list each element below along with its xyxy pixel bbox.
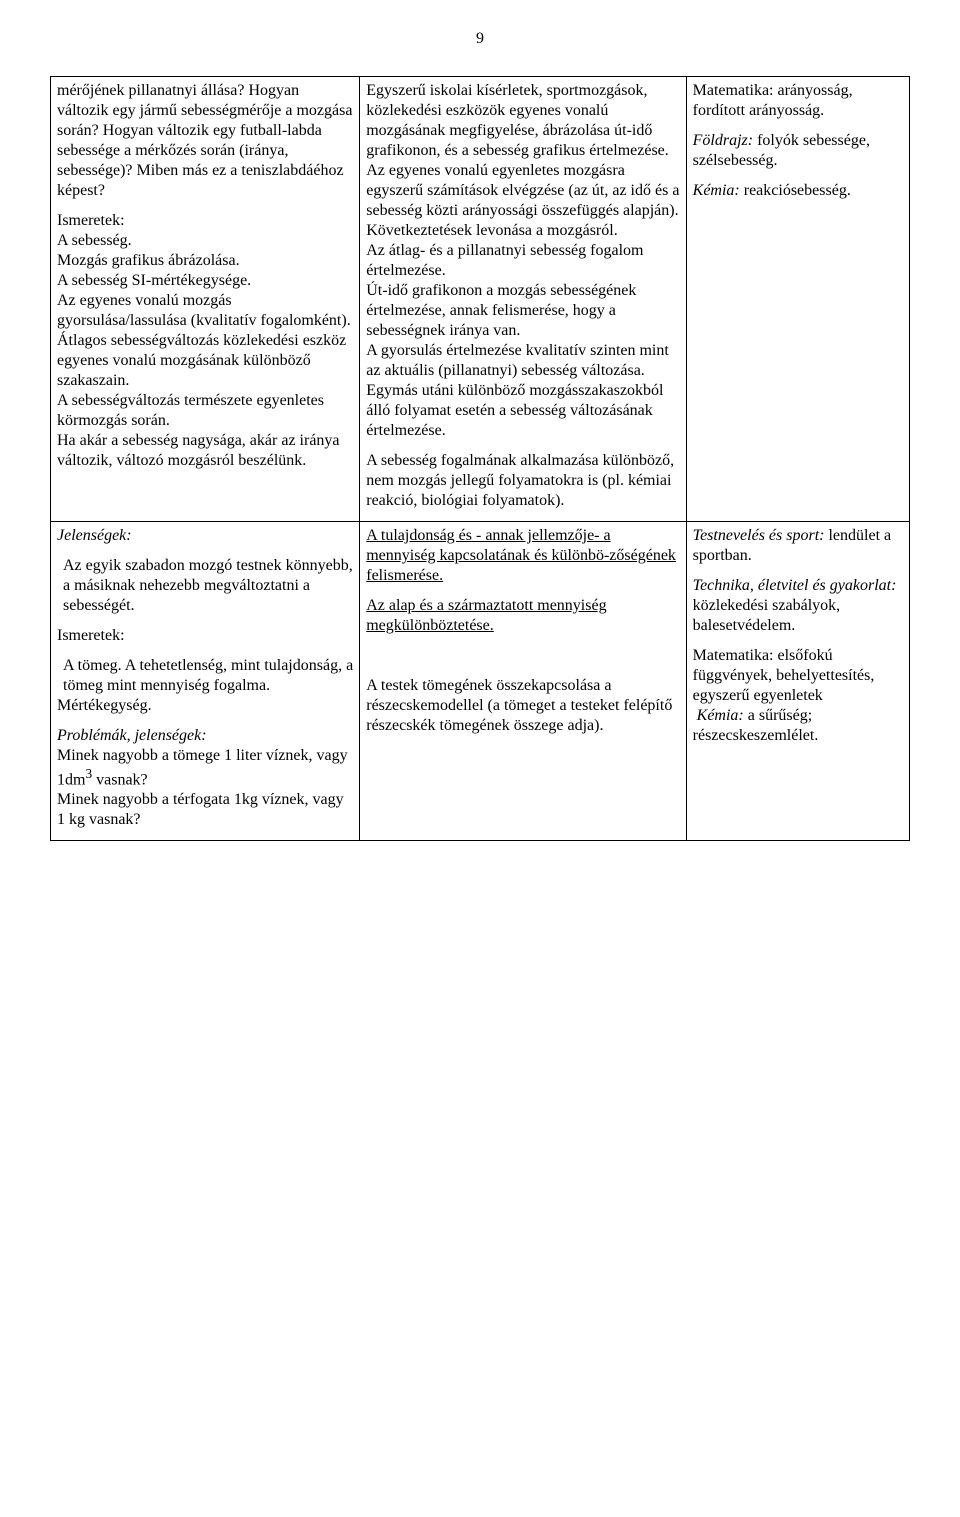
subject-text: reakciósebesség. [740,182,851,199]
body-text: Mértékegység. [57,696,353,716]
cross-ref: Testnevelés és sport: lendület a sportba… [693,526,903,566]
body-text: Mozgás grafikus ábrázolása. [57,251,353,271]
section-label: Problémák, jelenségek: [57,726,353,746]
section-label: Ismeretek: [57,626,353,646]
cross-ref: Matematika: elsőfokú függvények, behelye… [693,646,903,706]
curriculum-table: mérőjének pillanatnyi állása? Hogyan vál… [50,76,910,841]
body-text: Egyszerű iskolai kísérletek, sportmozgás… [366,81,679,161]
body-text: Az egyik szabadon mozgó testnek könnyebb… [63,556,353,616]
cell-r2-c3: Testnevelés és sport: lendület a sportba… [686,522,909,841]
body-text: A tulajdonság és - annak jellemzője- a m… [366,526,679,586]
subject-label: Matematika: [693,82,774,99]
subject-label: Kémia: [693,182,740,199]
page-number: 9 [50,30,910,48]
cross-ref: Kémia: a sűrűség; részecskeszemlélet. [693,706,903,746]
underlined-text: Az alap és a származtatott mennyiség meg… [366,597,606,634]
section-label: Jelenségek: [57,526,353,546]
underlined-text: A tulajdonság és - annak jellemzője- a m… [366,527,676,584]
body-text: A testek tömegének összekapcsolása a rés… [366,676,679,736]
subject-label: Földrajz: [693,132,753,149]
cross-ref: Technika, életvitel és gyakorlat: közlek… [693,576,903,636]
cell-r2-c1: Jelenségek: Az egyik szabadon mozgó test… [51,522,360,841]
body-text: Átlagos sebességváltozás közlekedési esz… [57,331,353,391]
cell-r1-c1: mérőjének pillanatnyi állása? Hogyan vál… [51,77,360,522]
spacer [366,636,679,676]
body-text: mérőjének pillanatnyi állása? Hogyan vál… [57,81,353,201]
cell-r1-c2: Egyszerű iskolai kísérletek, sportmozgás… [360,77,686,522]
subject-label: Kémia: [697,707,744,724]
body-text: A tömeg. A tehetetlenség, mint tulajdons… [63,656,353,696]
body-text: A sebességváltozás természete egyenletes… [57,391,353,431]
cross-ref: Matematika: arányosság, fordított arányo… [693,81,903,121]
body-text: A sebesség. [57,231,353,251]
cross-ref: Földrajz: folyók sebessége, szélsebesség… [693,131,903,171]
body-text: A sebesség SI-mértékegysége. [57,271,353,291]
subject-label: Testnevelés és sport: [693,527,825,544]
body-text: Út-idő grafikonon a mozgás sebességének … [366,281,679,341]
body-text: Az alap és a származtatott mennyiség meg… [366,596,679,636]
table-row: mérőjének pillanatnyi állása? Hogyan vál… [51,77,910,522]
body-text: Egymás utáni különböző mozgásszakaszokbó… [366,381,679,441]
subject-text: közlekedési szabályok, balesetvédelem. [693,597,841,634]
body-text: Az egyenes vonalú egyenletes mozgásra eg… [366,161,679,221]
body-text: Következtetések levonása a mozgásról. [366,221,679,241]
text-fragment: vasnak? [92,771,148,788]
table-row: Jelenségek: Az egyik szabadon mozgó test… [51,522,910,841]
body-text: A gyorsulás értelmezése kvalitatív szint… [366,341,679,381]
cell-r1-c3: Matematika: arányosság, fordított arányo… [686,77,909,522]
body-text: Az egyenes vonalú mozgás gyorsulása/lass… [57,291,353,331]
body-text: Az átlag- és a pillanatnyi sebesség foga… [366,241,679,281]
subject-label: Technika, életvitel és gyakorlat: [693,577,897,594]
cross-ref: Kémia: reakciósebesség. [693,181,903,201]
subject-label: Matematika: [693,647,778,664]
body-text: Minek nagyobb a tömege 1 liter víznek, v… [57,746,353,790]
cell-r2-c2: A tulajdonság és - annak jellemzője- a m… [360,522,686,841]
body-text: Ha akár a sebesség nagysága, akár az irá… [57,431,353,471]
body-text: Minek nagyobb a térfogata 1kg víznek, va… [57,790,353,830]
section-label: Ismeretek: [57,211,353,231]
body-text: A sebesség fogalmának alkalmazása különb… [366,451,679,511]
